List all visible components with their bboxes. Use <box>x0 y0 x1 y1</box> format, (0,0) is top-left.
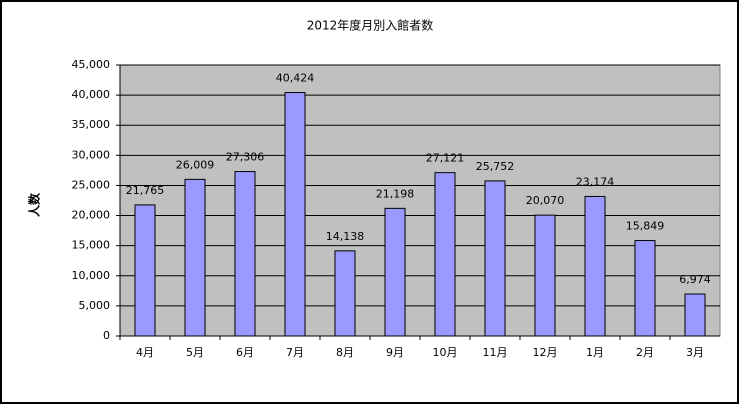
x-tick-label: 7月 <box>286 346 304 359</box>
y-tick-label: 30,000 <box>72 148 111 161</box>
y-tick-label: 0 <box>103 329 110 342</box>
y-tick-label: 25,000 <box>72 178 111 191</box>
data-label: 14,138 <box>326 230 365 243</box>
x-tick-label: 11月 <box>483 346 508 359</box>
y-tick-label: 45,000 <box>72 58 111 71</box>
data-label: 6,974 <box>679 273 711 286</box>
x-tick-label: 8月 <box>336 346 354 359</box>
x-tick-label: 2月 <box>636 346 654 359</box>
bar <box>334 250 356 337</box>
x-tick-label: 10月 <box>433 346 458 359</box>
data-label: 27,121 <box>426 152 465 165</box>
bar <box>234 171 256 337</box>
bar <box>384 207 406 337</box>
x-tick-label: 4月 <box>136 346 154 359</box>
y-tick-label: 15,000 <box>72 239 111 252</box>
x-tick-label: 6月 <box>236 346 254 359</box>
data-label: 40,424 <box>276 72 315 85</box>
data-label: 27,306 <box>226 151 265 164</box>
data-label: 20,070 <box>526 194 565 207</box>
bar <box>684 293 706 337</box>
chart-title: 2012年度月別入館者数 <box>307 18 434 33</box>
bar <box>484 180 506 337</box>
bar <box>284 92 306 337</box>
x-tick-label: 9月 <box>386 346 404 359</box>
y-tick-label: 40,000 <box>72 88 111 101</box>
y-tick-label: 20,000 <box>72 209 111 222</box>
data-label: 15,849 <box>626 220 665 233</box>
bar <box>184 178 206 337</box>
bar <box>634 240 656 337</box>
x-tick-label: 3月 <box>686 346 704 359</box>
x-tick-label: 1月 <box>586 346 604 359</box>
bar <box>434 172 456 337</box>
data-label: 21,198 <box>376 187 415 200</box>
data-label: 26,009 <box>176 158 215 171</box>
data-label: 21,765 <box>126 184 165 197</box>
x-tick-label: 5月 <box>186 346 204 359</box>
y-tick-label: 35,000 <box>72 118 111 131</box>
y-axis-label: 人数 <box>27 192 42 217</box>
data-label: 25,752 <box>476 160 515 173</box>
bar <box>134 204 156 337</box>
y-tick-label: 10,000 <box>72 269 111 282</box>
bar <box>584 195 606 337</box>
y-tick-label: 5,000 <box>79 299 111 312</box>
data-label: 23,174 <box>576 175 615 188</box>
x-tick-label: 12月 <box>533 346 558 359</box>
plot-area <box>119 64 721 337</box>
bar <box>534 214 556 337</box>
